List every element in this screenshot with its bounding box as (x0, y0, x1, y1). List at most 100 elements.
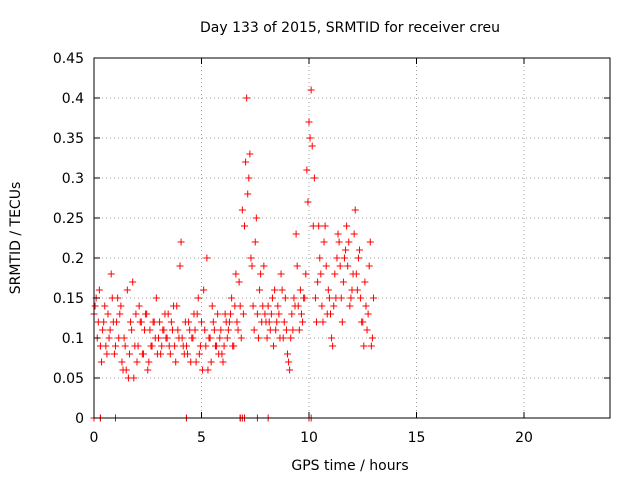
data-point (222, 318, 230, 326)
data-point (257, 270, 265, 278)
data-point (123, 286, 131, 294)
data-point (223, 334, 231, 342)
y-tick-label: 0.35 (53, 131, 84, 147)
data-point (95, 286, 103, 294)
data-point (179, 342, 187, 350)
data-point (274, 302, 282, 310)
data-point (162, 334, 170, 342)
data-point (143, 310, 151, 318)
data-point (331, 270, 339, 278)
data-point (305, 118, 313, 126)
data-point (234, 326, 242, 334)
data-point (138, 350, 146, 358)
y-tick-label: 0.3 (62, 171, 84, 187)
data-point (311, 294, 319, 302)
data-point (244, 190, 252, 198)
data-point (231, 302, 239, 310)
data-point (304, 198, 312, 206)
y-tick-label: 0.45 (53, 51, 84, 67)
data-point (361, 278, 369, 286)
data-point (175, 334, 183, 342)
y-tick-labels: 0 0.05 0.1 0.15 0.2 0.25 0.3 0.35 0.4 0.45 (53, 51, 84, 427)
data-point (242, 158, 250, 166)
data-point (171, 342, 179, 350)
data-point (110, 350, 118, 358)
data-point (136, 318, 144, 326)
data-point (277, 270, 285, 278)
data-point (289, 326, 297, 334)
data-points (90, 86, 377, 422)
data-point (105, 334, 113, 342)
data-point (251, 238, 259, 246)
data-point (167, 318, 175, 326)
data-point (119, 366, 127, 374)
data-point (248, 262, 256, 270)
data-point (101, 302, 109, 310)
data-point (186, 326, 194, 334)
data-point (356, 246, 364, 254)
data-point (256, 286, 264, 294)
data-point (130, 374, 138, 382)
data-point (275, 310, 283, 318)
data-point (316, 254, 324, 262)
data-point (239, 310, 247, 318)
data-point (209, 318, 217, 326)
data-point (292, 230, 300, 238)
data-point (320, 238, 328, 246)
data-point (366, 238, 374, 246)
data-point (276, 334, 284, 342)
data-point (246, 150, 254, 158)
y-tick-label: 0.1 (62, 331, 84, 347)
data-point (343, 222, 351, 230)
x-tick-label: 15 (408, 430, 426, 446)
data-point (368, 334, 376, 342)
data-point (328, 334, 336, 342)
data-point (166, 350, 174, 358)
data-point (207, 358, 215, 366)
data-point (358, 318, 366, 326)
data-point (362, 302, 370, 310)
data-point (210, 326, 218, 334)
data-point (151, 334, 159, 342)
data-point (338, 318, 346, 326)
data-point (192, 358, 200, 366)
data-point (330, 302, 338, 310)
data-point (278, 286, 286, 294)
data-point (291, 302, 299, 310)
data-point (332, 294, 340, 302)
data-point (363, 326, 371, 334)
data-point (147, 342, 155, 350)
data-point (285, 358, 293, 366)
plot-frame (93, 57, 611, 419)
data-point (324, 286, 332, 294)
data-point (351, 206, 359, 214)
data-point (218, 350, 226, 358)
data-point (108, 294, 116, 302)
data-point (250, 326, 258, 334)
data-point (247, 254, 255, 262)
data-point (271, 286, 279, 294)
data-point (252, 214, 260, 222)
data-point (144, 366, 152, 374)
data-point (306, 134, 314, 142)
data-point (214, 310, 222, 318)
data-point (253, 310, 261, 318)
data-point (290, 294, 298, 302)
data-point (149, 318, 157, 326)
data-point (367, 342, 375, 350)
x-tick-label: 0 (90, 430, 99, 446)
data-point (217, 326, 225, 334)
data-point (201, 326, 209, 334)
data-point (164, 310, 172, 318)
data-point (354, 254, 362, 262)
data-point (194, 294, 202, 302)
data-point (116, 310, 124, 318)
data-point (308, 142, 316, 150)
data-point (132, 310, 140, 318)
data-point (176, 262, 184, 270)
data-point (235, 278, 243, 286)
data-point (113, 318, 121, 326)
data-point (127, 318, 135, 326)
data-point (321, 222, 329, 230)
data-point (322, 262, 330, 270)
